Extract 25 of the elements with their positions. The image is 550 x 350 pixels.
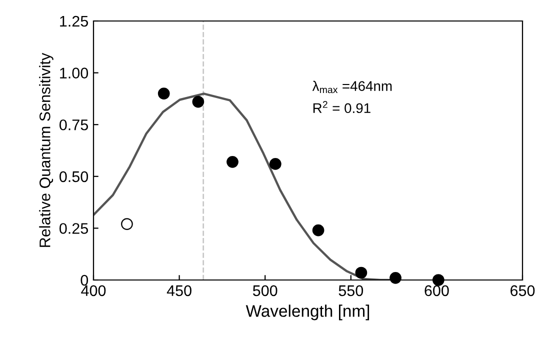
y-tick-label: 0.25 [60, 223, 88, 234]
y-tick-label: 0.75 [60, 119, 88, 130]
point [432, 274, 444, 286]
x-tick-label: 550 [338, 285, 364, 296]
point [390, 272, 402, 284]
x-tick-label: 650 [510, 285, 535, 296]
point [121, 218, 133, 230]
x-tick-label: 500 [252, 285, 278, 296]
y-tick-label: 0 [80, 274, 88, 286]
point [269, 158, 282, 170]
x-tick-label: 400 [81, 285, 106, 296]
y-tick-label: 1.25 [60, 16, 88, 27]
y-tick-label: 0.50 [60, 171, 88, 182]
point [312, 224, 324, 236]
annotation: R$^{2}$ = 0.91 [313, 101, 370, 114]
y-tick-label: 1.00 [60, 68, 88, 78]
point [355, 266, 368, 279]
x-tick-label: 450 [166, 285, 192, 296]
x-axis-title: Wavelength [nm] [246, 304, 370, 320]
y-axis-title: Relative Quantum Sensitivity [39, 52, 54, 247]
point [158, 88, 170, 100]
x-tick-label: 600 [424, 285, 449, 296]
point [192, 96, 204, 108]
annotation: λ$_{max}$ =464nm [312, 80, 392, 94]
point [226, 156, 238, 168]
